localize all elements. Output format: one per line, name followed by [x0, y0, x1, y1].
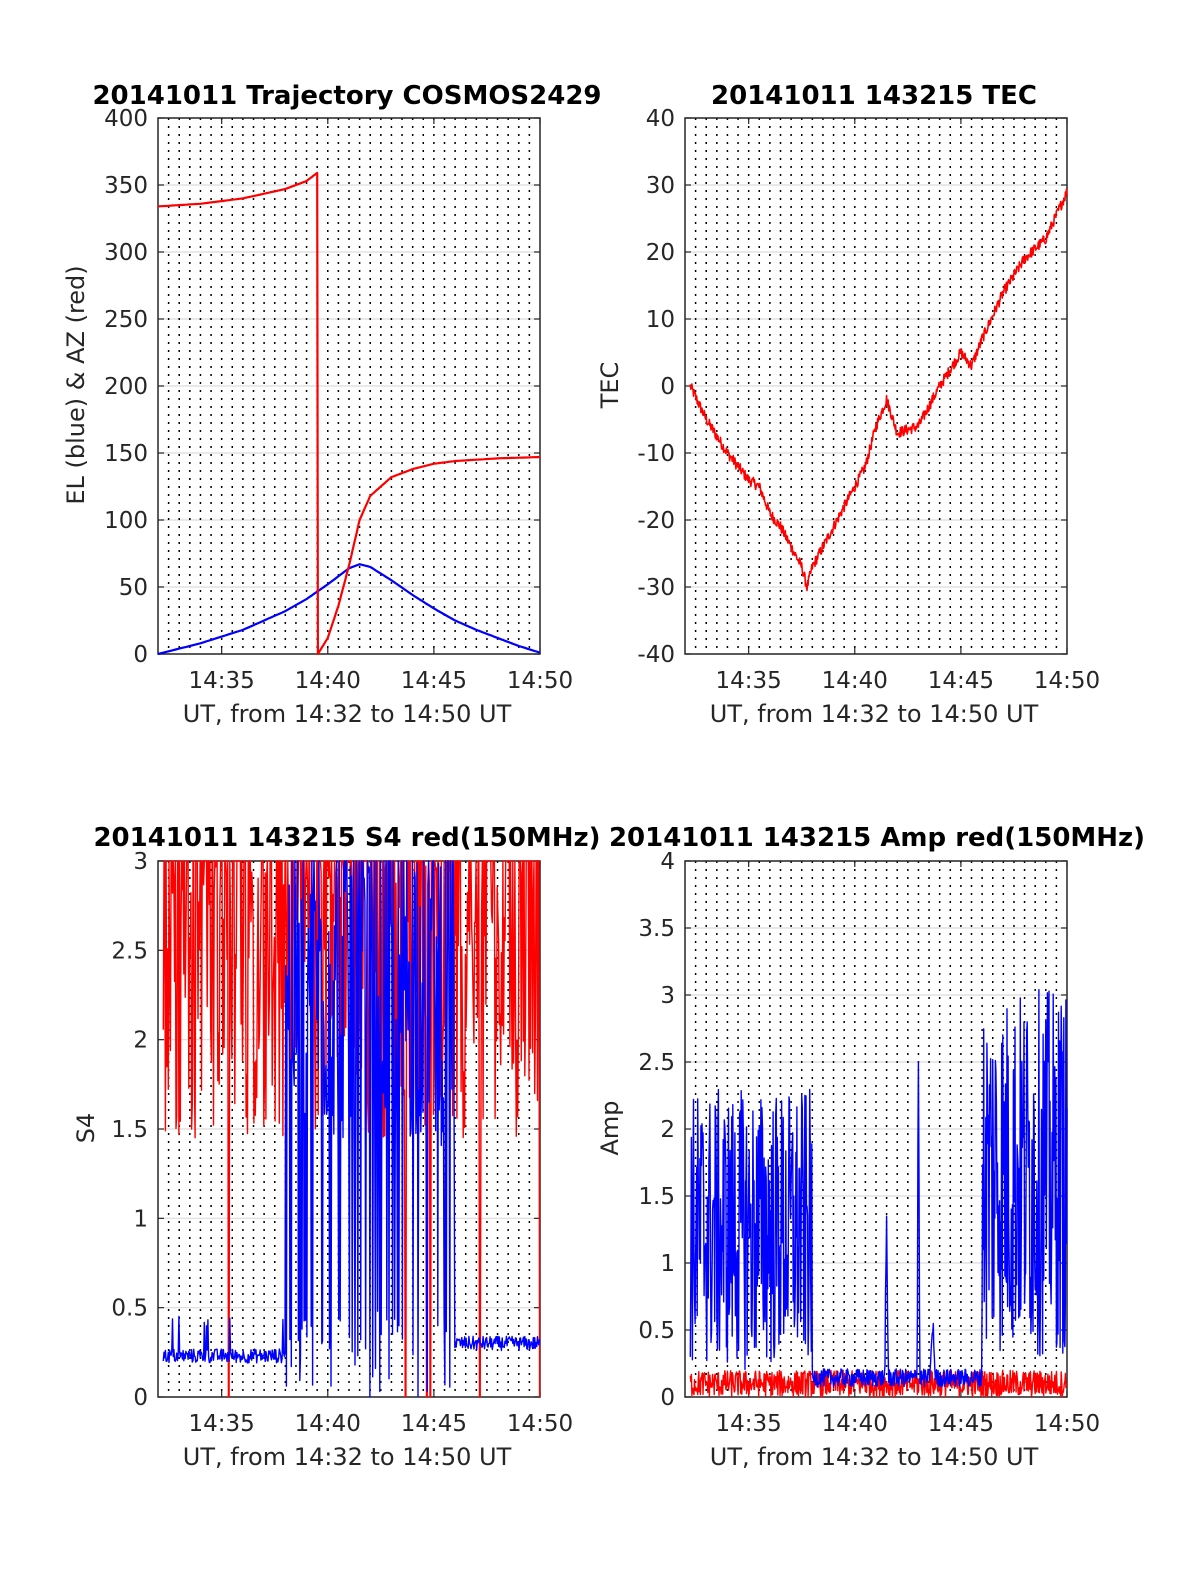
tec-plot: -40 -30 -20 -10 0 10 20 30 40 14:35 14:40 14:45 14:5… [596, 81, 1100, 728]
s4-ytick-label: 3 [133, 849, 148, 875]
amp-ytick-label: 0.5 [638, 1318, 675, 1344]
amp-ytick-label: 2 [660, 1117, 675, 1143]
tec-ytick-label: 0 [660, 374, 675, 400]
trajectory-series-red [157, 171, 541, 656]
s4-xtick-label: 14:45 [401, 1411, 467, 1437]
trajectory-ylabel: EL (blue) & AZ (red) [62, 265, 90, 504]
s4-ytick-label: 2.5 [111, 938, 148, 964]
s4-ytick-label: 1 [133, 1206, 148, 1232]
amp-ylabel: Amp [596, 1100, 624, 1155]
s4-xtick-label: 14:35 [189, 1411, 255, 1437]
s4-series-layer [162, 860, 541, 1398]
tec-series-layer [689, 188, 1068, 592]
amp-ytick-label: 2.5 [638, 1050, 675, 1076]
trajectory-xtick-label: 14:50 [507, 668, 573, 694]
trajectory-ytick-label: 350 [104, 173, 148, 199]
tec-series-red [689, 188, 1068, 592]
trajectory-series-blue [157, 563, 541, 656]
amp-ytick-label: 4 [660, 849, 675, 875]
trajectory-ytick-label: 0 [133, 642, 148, 668]
trajectory-xtick-label: 14:40 [295, 668, 361, 694]
s4-series-blue [162, 860, 541, 1398]
tec-ytick-label: 20 [646, 240, 675, 266]
trajectory-ytick-label: 50 [119, 575, 148, 601]
amp-xtick-label: 14:50 [1034, 1411, 1100, 1437]
tec-xtick-label: 14:50 [1034, 668, 1100, 694]
tec-ytick-label: -40 [637, 642, 675, 668]
tec-ytick-label: 40 [646, 106, 675, 132]
amp-xtick-label: 14:40 [822, 1411, 888, 1437]
s4-ytick-label: 0 [133, 1385, 148, 1411]
trajectory-ytick-label: 300 [104, 240, 148, 266]
tec-ylabel: TEC [596, 362, 624, 410]
trajectory-title: 20141011 Trajectory COSMOS2429 [92, 81, 601, 111]
tec-ytick-label: 30 [646, 173, 675, 199]
tec-xtick-label: 14:35 [716, 668, 782, 694]
amp-xtick-label: 14:45 [928, 1411, 994, 1437]
trajectory-ytick-label: 100 [104, 508, 148, 534]
trajectory-xtick-label: 14:45 [401, 668, 467, 694]
s4-ytick-label: 2 [133, 1028, 148, 1054]
amp-xtick-label: 14:35 [716, 1411, 782, 1437]
trajectory-axes-frame [157, 117, 541, 655]
tec-xtick-label: 14:45 [928, 668, 994, 694]
s4-plot: 0 0.5 1 1.5 2 2.5 3 14:35 14:40 14:45 14:50 2014101… [72, 823, 601, 1471]
trajectory-ytick-label: 200 [104, 374, 148, 400]
amp-series-layer [689, 989, 1068, 1398]
amp-ytick-label: 3.5 [638, 916, 675, 942]
tec-title: 20141011 143215 TEC [711, 81, 1037, 111]
trajectory-plot: 0 50 100 150 200 250 300 350 400 14:35 14:40 14:45 1… [62, 81, 602, 728]
trajectory-xlabel: UT, from 14:32 to 14:50 UT [183, 700, 512, 728]
s4-ytick-label: 1.5 [111, 1117, 148, 1143]
s4-xlabel: UT, from 14:32 to 14:50 UT [183, 1443, 512, 1471]
s4-ytick-label: 0.5 [111, 1296, 148, 1322]
s4-ylabel: S4 [72, 1113, 100, 1144]
tec-xtick-label: 14:40 [822, 668, 888, 694]
tec-ytick-label: -10 [637, 441, 675, 467]
tec-ytick-label: -20 [637, 508, 675, 534]
tec-xlabel: UT, from 14:32 to 14:50 UT [710, 700, 1039, 728]
amp-ytick-label: 3 [660, 983, 675, 1009]
amp-series-blue [689, 989, 1068, 1388]
amp-ytick-label: 1 [660, 1251, 675, 1277]
trajectory-xtick-label: 14:35 [189, 668, 255, 694]
amp-xlabel: UT, from 14:32 to 14:50 UT [710, 1443, 1039, 1471]
amp-series-red [689, 1369, 1068, 1398]
trajectory-ytick-label: 250 [104, 307, 148, 333]
s4-xtick-label: 14:40 [295, 1411, 361, 1437]
s4-xtick-label: 14:50 [507, 1411, 573, 1437]
tec-ytick-label: -30 [637, 575, 675, 601]
s4-title: 20141011 143215 S4 red(150MHz) [93, 823, 600, 853]
trajectory-ytick-label: 150 [104, 441, 148, 467]
tec-ytick-label: 10 [646, 307, 675, 333]
trajectory-series-layer [157, 171, 541, 656]
tec-axes-frame [684, 117, 1068, 655]
amp-ytick-label: 0 [660, 1385, 675, 1411]
amp-plot: 0 0.5 1 1.5 2 2.5 3 3.5 4 14:35 14:40 14:45 14:50 201… [596, 823, 1145, 1471]
s4-series-red [162, 860, 541, 1398]
trajectory-ytick-label: 400 [104, 106, 148, 132]
amp-ytick-label: 1.5 [638, 1184, 675, 1210]
amp-title: 20141011 143215 Amp red(150MHz) [609, 823, 1145, 853]
